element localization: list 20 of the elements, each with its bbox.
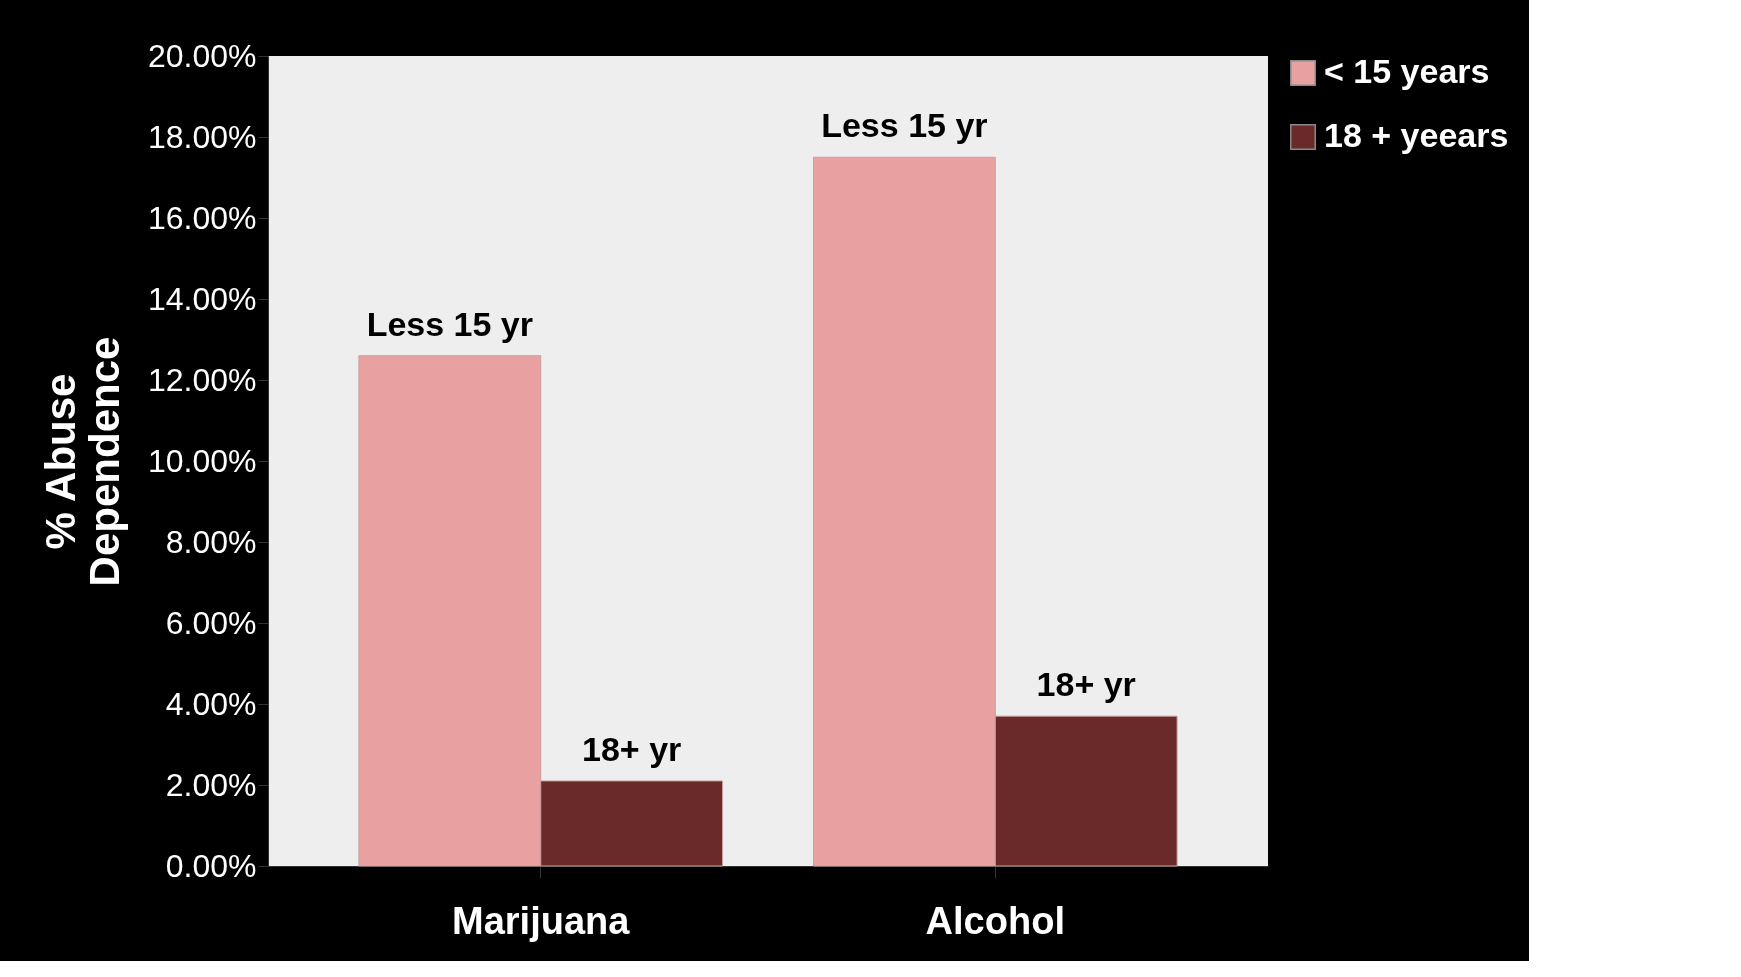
y-tick-label: 14.00% — [147, 280, 257, 317]
y-tick-label: 8.00% — [165, 523, 257, 560]
y-tick-label: 4.00% — [165, 685, 257, 722]
y-tick-label: 0.00% — [165, 847, 257, 884]
legend-label: < 15 years — [1324, 52, 1490, 90]
data-label: Less 15 yr — [366, 304, 533, 343]
y-axis-title: % Abuse Dependence — [36, 336, 128, 587]
legend-label: 18 + yeears — [1324, 116, 1509, 154]
y-tick-label: 10.00% — [147, 442, 257, 479]
y-tick-label: 12.00% — [147, 361, 257, 398]
y-tick-label: 20.00% — [147, 37, 257, 74]
x-tick-label: Marijuana — [452, 899, 631, 942]
y-tick-label: 6.00% — [165, 604, 257, 641]
y-tick-label: 16.00% — [147, 199, 257, 236]
y-tick-label: 18.00% — [147, 118, 257, 155]
data-label: 18+ yr — [1036, 665, 1136, 704]
data-label: Less 15 yr — [821, 106, 988, 145]
data-label: 18+ yr — [582, 729, 682, 768]
x-tick-label: Alcohol — [925, 899, 1065, 942]
y-tick-label: 2.00% — [165, 766, 257, 803]
